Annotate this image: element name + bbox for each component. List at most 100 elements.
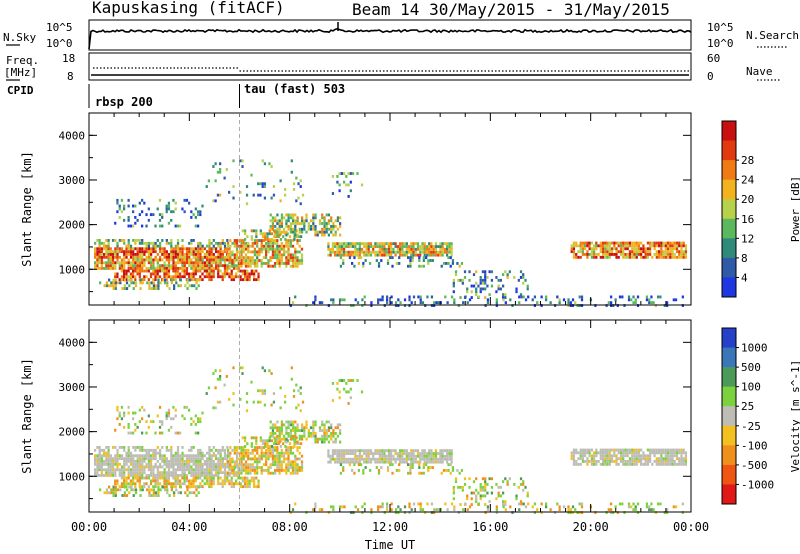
power-cell — [210, 269, 213, 273]
power-cell — [578, 304, 581, 307]
power-cell — [678, 253, 681, 256]
velocity-cell — [321, 508, 324, 512]
power-cell — [103, 261, 106, 265]
velocity-cell — [657, 502, 660, 506]
power-cell — [338, 183, 341, 187]
power-cell — [372, 247, 375, 251]
velocity-cell — [116, 408, 119, 412]
velocity-cell — [633, 460, 636, 463]
velocity-cell — [159, 471, 162, 475]
power-cell — [369, 253, 373, 257]
power-cell — [170, 244, 173, 248]
power-cell — [276, 247, 279, 251]
velocity-cell — [201, 411, 204, 415]
velocity-cell — [276, 437, 279, 441]
velocity-cell — [353, 463, 356, 467]
power-cell — [626, 247, 629, 251]
power-cell — [128, 284, 131, 288]
velocity-cell — [239, 482, 242, 486]
power-cell — [403, 298, 407, 302]
power-cell — [274, 219, 277, 223]
velocity-cell — [658, 462, 661, 466]
velocity-cell — [136, 468, 139, 472]
velocity-cell — [145, 420, 148, 424]
velocity-cell — [158, 425, 162, 429]
velocity-cell — [351, 469, 354, 472]
power-cell — [278, 222, 281, 225]
velocity-cell — [628, 460, 632, 463]
power-cell — [271, 241, 275, 245]
velocity-cell — [360, 454, 364, 458]
velocity-cell — [278, 463, 281, 467]
power-cell — [185, 267, 189, 270]
velocity-cell — [256, 471, 259, 475]
power-cell — [186, 287, 189, 290]
velocity-cell — [655, 462, 658, 466]
power-cell — [197, 258, 200, 262]
velocity-cell — [649, 460, 652, 463]
velocity-cell — [188, 462, 191, 466]
power-cell — [161, 247, 164, 251]
velocity-cell — [518, 502, 521, 506]
velocity-cell — [334, 437, 337, 441]
power-cell — [248, 275, 251, 279]
power-cell — [264, 238, 267, 241]
velocity-cell — [155, 494, 158, 497]
velocity-cell — [409, 469, 412, 472]
power-cell — [470, 284, 473, 288]
velocity-cell — [318, 437, 322, 441]
velocity-cell — [414, 454, 417, 458]
power-cell — [199, 267, 202, 270]
power-cell — [197, 284, 200, 288]
power-cell — [274, 264, 277, 268]
velocity-cell — [358, 454, 361, 458]
velocity-cell — [256, 466, 259, 469]
power-cell — [112, 287, 115, 290]
power-cell — [635, 244, 638, 248]
velocity-cell — [347, 457, 350, 461]
power-cell — [345, 175, 348, 178]
power-cell — [165, 278, 168, 282]
velocity-cell — [164, 488, 167, 492]
velocity-cell — [635, 460, 638, 463]
velocity-cell — [394, 457, 397, 461]
velocity-cell — [199, 474, 202, 477]
velocity-cell — [147, 474, 151, 477]
power-cell — [203, 247, 207, 251]
velocity-cell — [230, 485, 233, 489]
power-cell — [669, 253, 672, 256]
power-cell — [96, 258, 99, 262]
power-cell — [390, 301, 393, 305]
velocity-cell — [318, 508, 322, 512]
power-cell — [321, 230, 324, 234]
power-cell — [96, 255, 99, 259]
velocity-cell — [242, 446, 245, 449]
velocity-cell — [348, 463, 352, 467]
power-cell — [98, 247, 101, 251]
velocity-cell — [138, 479, 141, 483]
velocity-cell — [179, 491, 182, 495]
velocity-cell — [118, 471, 121, 475]
power-cell — [167, 255, 171, 259]
velocity-cell — [646, 448, 650, 452]
power-cell — [232, 278, 236, 282]
velocity-cell — [363, 452, 366, 455]
velocity-cell — [425, 460, 429, 464]
power-cell — [298, 250, 301, 254]
velocity-cell — [252, 400, 255, 404]
velocity-cell — [241, 485, 245, 489]
velocity-cell — [412, 454, 415, 458]
power-cell — [255, 269, 258, 273]
velocity-cell — [134, 460, 137, 463]
velocity-cell — [170, 425, 173, 429]
velocity-cell — [212, 468, 215, 472]
velocity-cell — [114, 474, 117, 477]
velocity-cell — [276, 446, 279, 449]
velocity-cell — [452, 488, 455, 492]
velocity-cell — [627, 505, 631, 509]
power-cell — [269, 264, 272, 268]
velocity-cell — [161, 423, 164, 426]
velocity-cell — [518, 508, 521, 512]
velocity-cell — [456, 469, 459, 472]
power-cell — [664, 247, 667, 251]
